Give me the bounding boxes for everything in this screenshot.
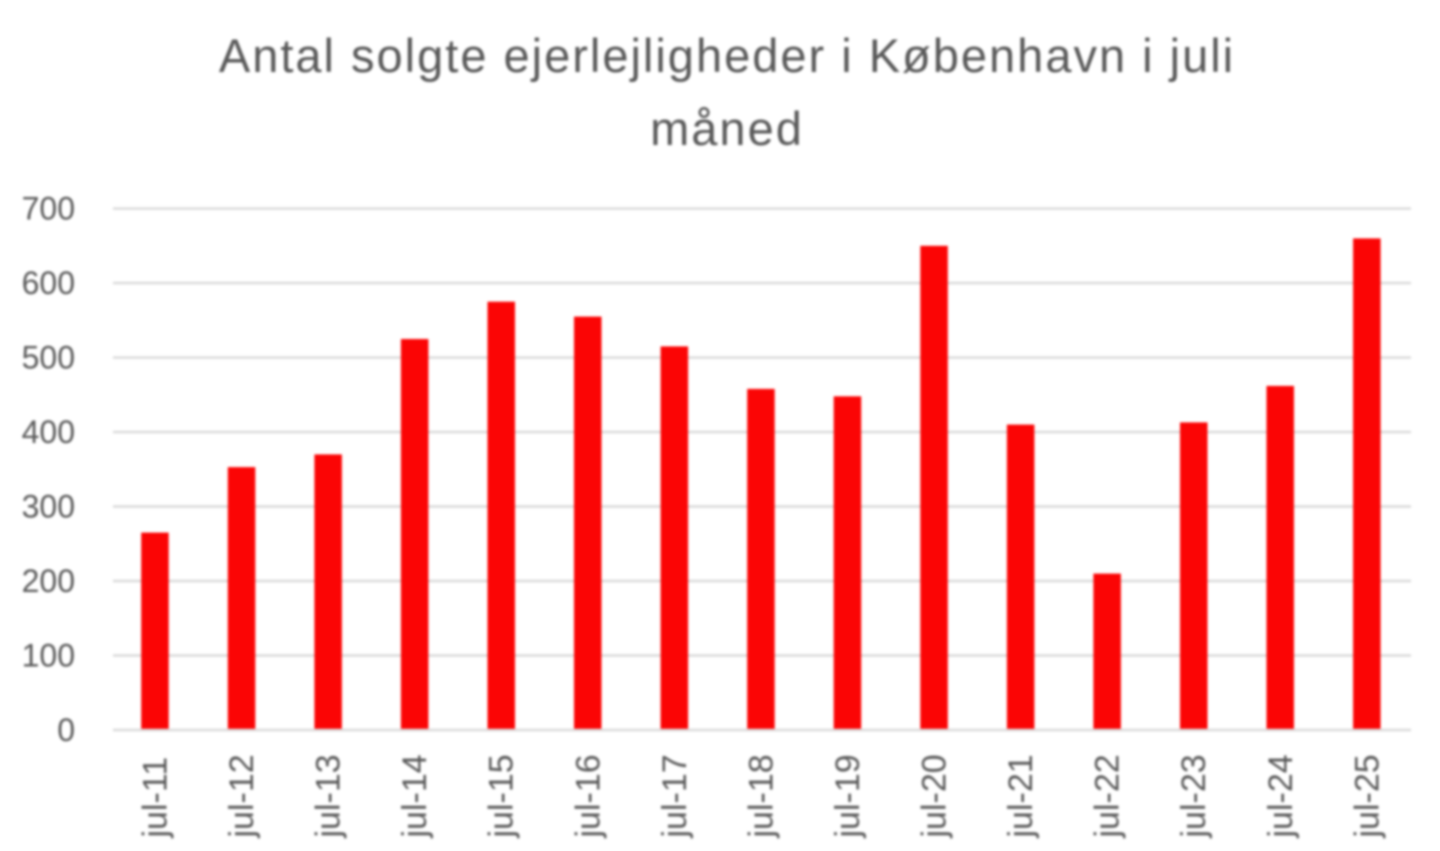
svg-text:jul-21: jul-21 — [1002, 754, 1040, 838]
svg-text:700: 700 — [22, 191, 75, 227]
svg-text:jul-15: jul-15 — [483, 754, 521, 838]
svg-text:jul-14: jul-14 — [396, 754, 434, 838]
svg-text:0: 0 — [57, 712, 75, 748]
svg-text:200: 200 — [22, 563, 75, 599]
svg-text:jul-25: jul-25 — [1348, 754, 1386, 838]
svg-text:jul-24: jul-24 — [1262, 754, 1300, 838]
svg-text:jul-17: jul-17 — [656, 754, 694, 838]
svg-text:300: 300 — [22, 489, 75, 525]
svg-text:100: 100 — [22, 638, 75, 674]
svg-text:400: 400 — [22, 414, 75, 450]
svg-text:jul-18: jul-18 — [742, 754, 780, 838]
svg-text:jul-19: jul-19 — [829, 754, 867, 838]
svg-text:600: 600 — [22, 265, 75, 301]
svg-text:jul-12: jul-12 — [223, 754, 261, 838]
svg-text:måned: måned — [650, 102, 804, 155]
svg-text:jul-20: jul-20 — [916, 754, 954, 838]
svg-text:jul-16: jul-16 — [569, 754, 607, 838]
svg-text:Antal solgte ejerlejligheder i: Antal solgte ejerlejligheder i København… — [219, 29, 1235, 82]
svg-text:500: 500 — [22, 340, 75, 376]
svg-text:jul-23: jul-23 — [1175, 754, 1213, 838]
svg-text:jul-13: jul-13 — [310, 754, 348, 838]
svg-text:jul-22: jul-22 — [1089, 754, 1127, 838]
svg-text:jul-11: jul-11 — [137, 757, 175, 839]
